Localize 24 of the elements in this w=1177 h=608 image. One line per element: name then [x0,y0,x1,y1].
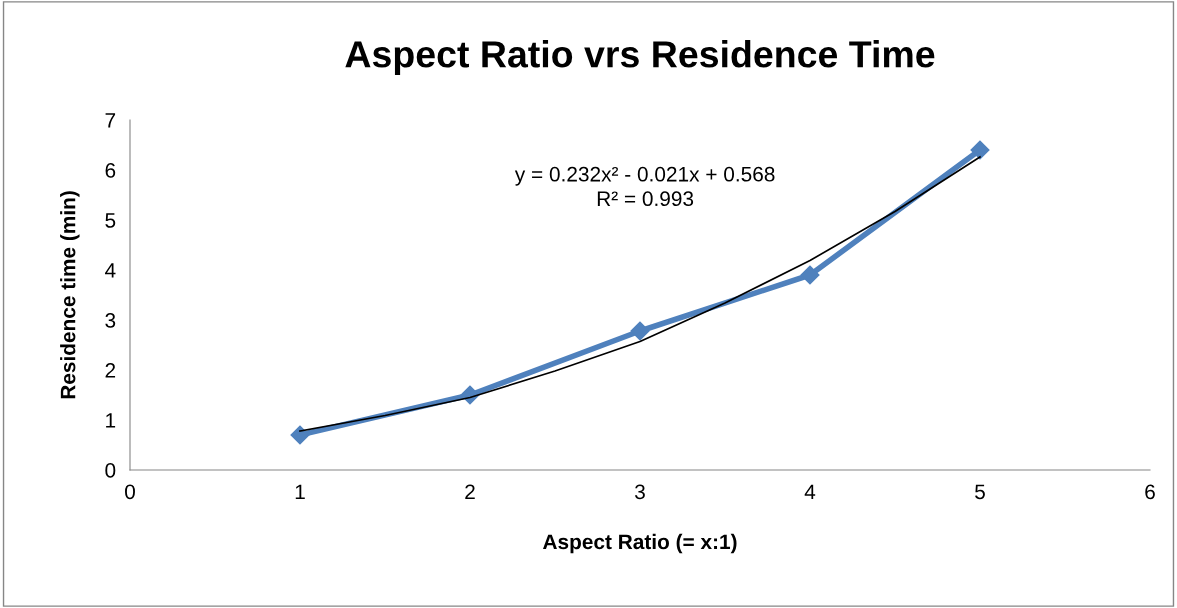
point [630,321,650,341]
y-tick-label: 4 [105,263,116,278]
x-tick-label: 4 [804,484,816,499]
x-axis-title: Aspect Ratio (= x:1) [542,533,737,554]
point [290,425,310,445]
x-tick-label: 3 [635,484,645,500]
y-tick-label: 0 [105,463,116,478]
annotation: y = 0.232x² - 0.021x + 0.568 [514,166,775,186]
point [970,140,990,160]
x-tick-label: 2 [465,484,475,499]
x-tick-label: 1 [295,484,305,499]
y-tick-label: 6 [105,163,116,178]
chart-title: Aspect Ratio vrs Residence Time [345,40,935,75]
y-axis-title: Residence time (min) [60,191,80,399]
y-tick-label: 3 [105,313,116,328]
y-tick-label: 1 [106,413,116,428]
x-tick-label: 0 [125,484,135,500]
point [800,265,820,285]
y-tick-label: 5 [105,213,116,228]
annotation: R² = 0.993 [597,191,694,207]
y-tick-label: 2 [105,363,116,378]
x-tick-label: 6 [1145,484,1155,500]
y-tick-label: 7 [105,113,116,128]
x-tick-label: 5 [975,484,985,500]
